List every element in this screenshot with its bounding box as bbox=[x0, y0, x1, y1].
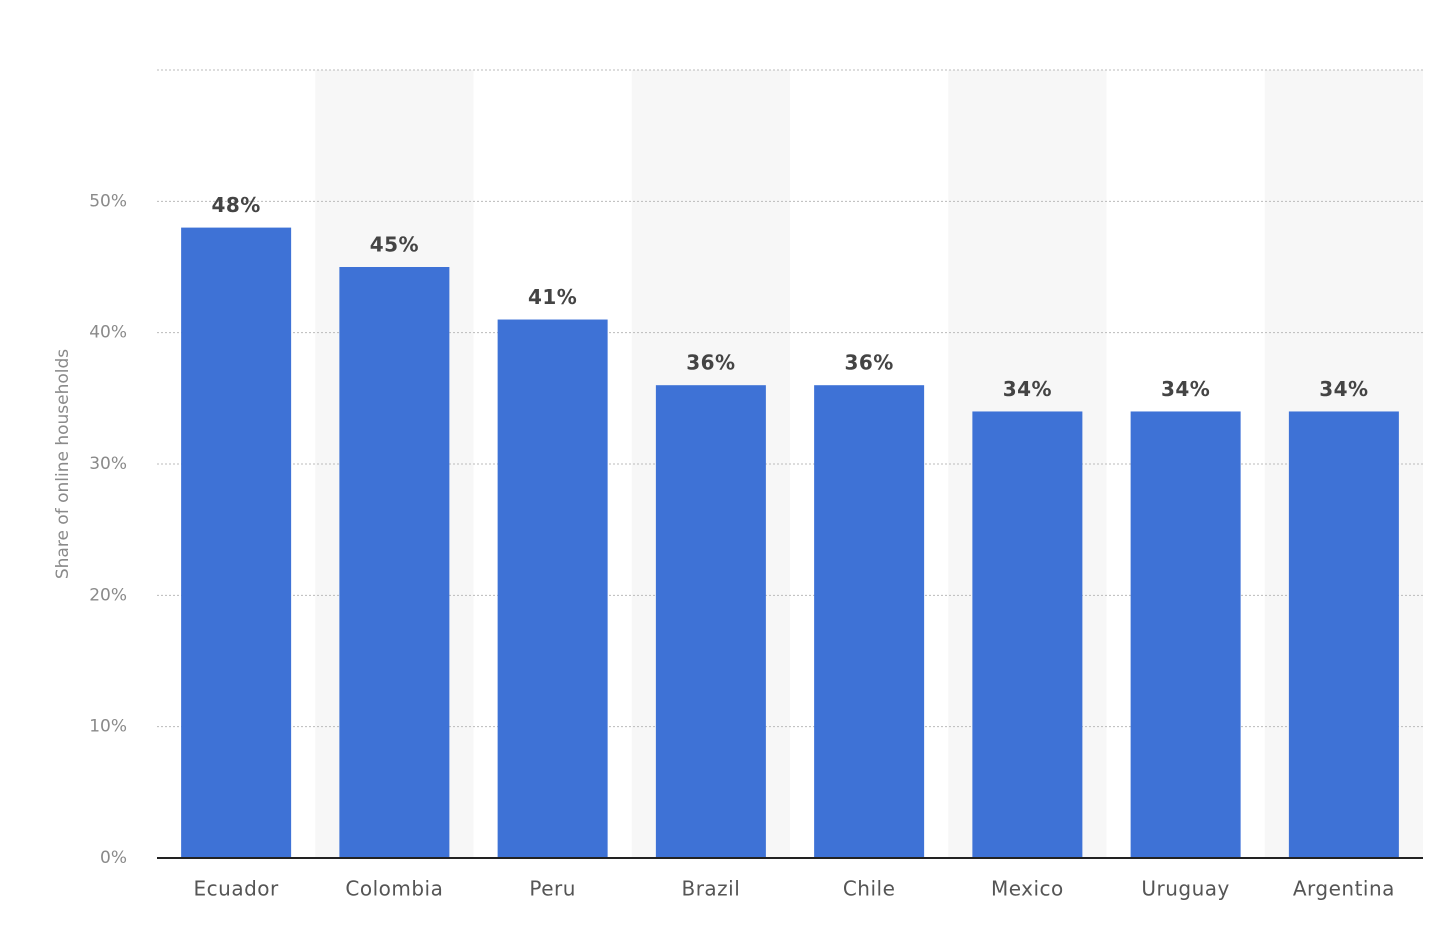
x-tick-label: Chile bbox=[843, 877, 896, 901]
x-tick-label: Colombia bbox=[345, 877, 443, 901]
value-label: 41% bbox=[528, 285, 577, 309]
x-tick-label: Uruguay bbox=[1141, 877, 1230, 901]
value-label: 34% bbox=[1161, 377, 1210, 401]
x-tick-label: Ecuador bbox=[194, 877, 279, 901]
bar bbox=[655, 385, 766, 858]
x-tick-label: Peru bbox=[529, 877, 576, 901]
bar bbox=[339, 267, 450, 858]
y-tick-label: 50% bbox=[89, 191, 127, 211]
x-tick-label: Brazil bbox=[681, 877, 740, 901]
y-tick-label: 30% bbox=[89, 454, 127, 474]
y-tick-label: 20% bbox=[89, 585, 127, 605]
value-label: 48% bbox=[211, 193, 260, 217]
y-tick-label: 0% bbox=[100, 848, 127, 868]
bar bbox=[497, 319, 608, 858]
bar bbox=[972, 411, 1083, 858]
value-label: 36% bbox=[686, 351, 735, 375]
x-tick-label: Mexico bbox=[991, 877, 1064, 901]
y-axis-title: Share of online households bbox=[53, 349, 73, 579]
bar bbox=[814, 385, 925, 858]
value-label: 34% bbox=[1319, 377, 1368, 401]
y-tick-label: 40% bbox=[89, 323, 127, 343]
bar bbox=[1288, 411, 1399, 858]
bar bbox=[1130, 411, 1241, 858]
bar bbox=[181, 227, 292, 859]
y-tick-label: 10% bbox=[89, 717, 127, 737]
value-label: 34% bbox=[1003, 377, 1052, 401]
value-label: 45% bbox=[370, 233, 419, 257]
value-label: 36% bbox=[844, 351, 893, 375]
x-tick-label: Argentina bbox=[1293, 877, 1395, 901]
